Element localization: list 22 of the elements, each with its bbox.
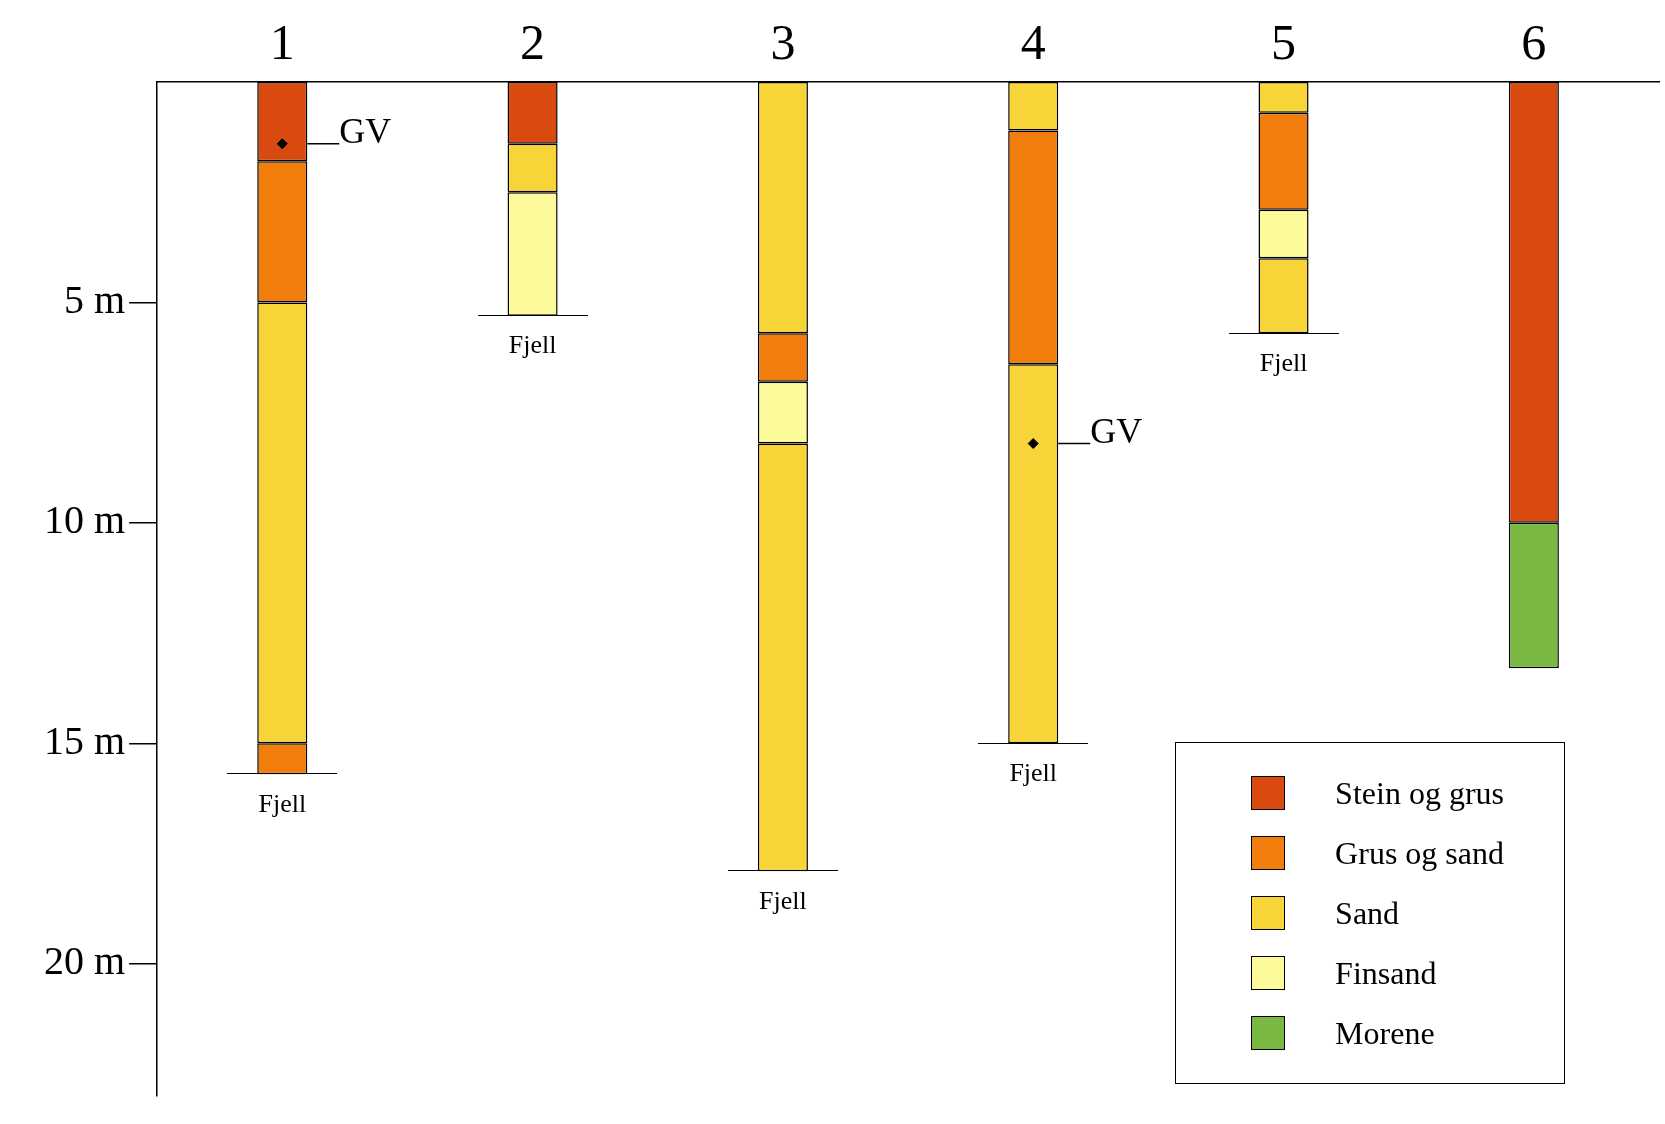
y-tick-label: 15 m bbox=[43, 717, 126, 763]
legend-label: Stein og grus bbox=[1335, 774, 1504, 812]
annotation: GV bbox=[339, 111, 392, 152]
x-tick-label: 1 bbox=[269, 14, 295, 71]
x-tick-label: 6 bbox=[1521, 14, 1547, 71]
annotation: Fjell bbox=[1009, 758, 1058, 788]
annotation: Fjell bbox=[508, 330, 557, 360]
legend-label: Finsand bbox=[1335, 954, 1437, 992]
x-tick-label: 4 bbox=[1020, 14, 1046, 71]
y-tick-label: 10 m bbox=[43, 497, 126, 543]
legend-label: Sand bbox=[1335, 894, 1400, 932]
legend-label: Grus og sand bbox=[1335, 834, 1504, 872]
x-tick-label: 5 bbox=[1271, 14, 1297, 71]
y-tick-label: 5 m bbox=[63, 276, 126, 322]
legend-label: Morene bbox=[1335, 1014, 1435, 1052]
x-tick-label: 3 bbox=[770, 14, 796, 71]
annotation: GV bbox=[1090, 410, 1143, 451]
y-tick-label: 20 m bbox=[43, 938, 126, 984]
x-tick-label: 2 bbox=[520, 14, 546, 71]
annotation: Fjell bbox=[759, 885, 807, 915]
annotation: Fjell bbox=[258, 788, 307, 818]
annotation: Fjell bbox=[1259, 348, 1308, 378]
